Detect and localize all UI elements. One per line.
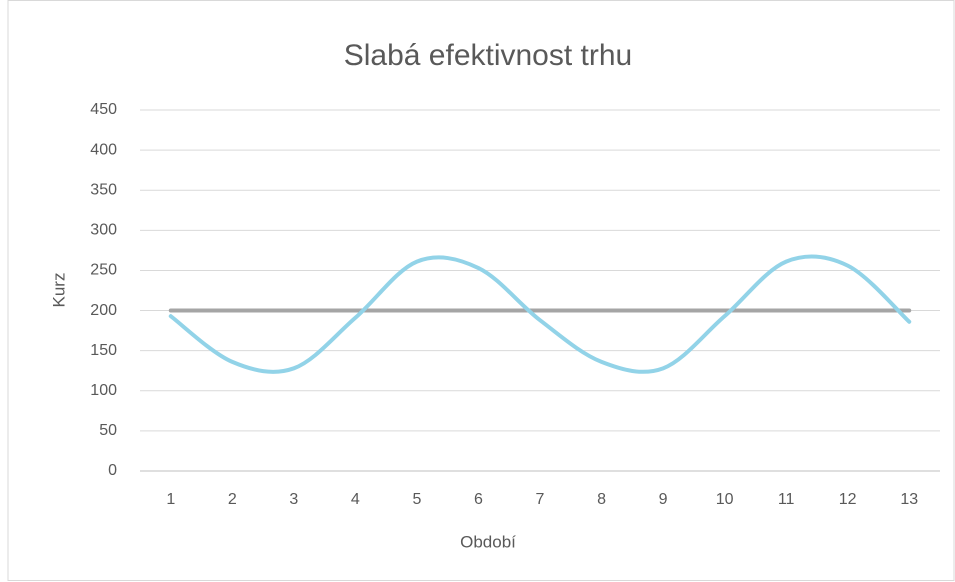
y-axis-title: Kurz bbox=[49, 273, 68, 308]
y-tick-label: 450 bbox=[90, 101, 117, 118]
x-tick-label: 5 bbox=[412, 491, 421, 508]
x-tick-label: 9 bbox=[659, 491, 668, 508]
y-tick-label: 100 bbox=[90, 382, 117, 399]
y-tick-label: 200 bbox=[90, 302, 117, 319]
x-tick-label: 8 bbox=[597, 491, 606, 508]
x-tick-label: 11 bbox=[778, 491, 795, 508]
y-tick-label: 50 bbox=[99, 422, 117, 439]
chart-title: Slabá efektivnost trhu bbox=[344, 39, 633, 72]
x-tick-label: 4 bbox=[351, 491, 360, 508]
x-tick-label: 2 bbox=[228, 491, 237, 508]
x-tick-label: 3 bbox=[289, 491, 298, 508]
x-tick-label: 1 bbox=[166, 491, 175, 508]
x-tick-label: 13 bbox=[900, 491, 918, 508]
x-tick-label: 7 bbox=[536, 491, 545, 508]
x-tick-label: 10 bbox=[716, 491, 734, 508]
y-tick-label: 250 bbox=[90, 262, 117, 279]
y-tick-label: 0 bbox=[108, 462, 117, 479]
y-tick-label: 150 bbox=[90, 342, 117, 359]
y-tick-label: 400 bbox=[90, 141, 117, 158]
chart-frame bbox=[7, 0, 955, 581]
x-axis-title: Období bbox=[460, 532, 516, 551]
y-tick-label: 300 bbox=[90, 222, 117, 239]
series-line bbox=[168, 254, 912, 374]
x-tick-label: 12 bbox=[839, 491, 857, 508]
y-tick-label: 350 bbox=[90, 181, 117, 198]
x-tick-label: 6 bbox=[474, 491, 483, 508]
